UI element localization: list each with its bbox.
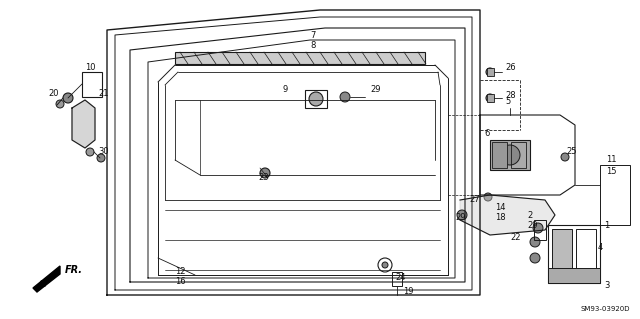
Text: 23: 23: [258, 174, 269, 182]
Circle shape: [530, 237, 540, 247]
Text: 9: 9: [283, 85, 288, 94]
Text: SM93-03920D: SM93-03920D: [580, 306, 630, 312]
Bar: [600, 165, 630, 225]
Circle shape: [260, 168, 270, 178]
Circle shape: [56, 100, 64, 108]
Text: 28: 28: [505, 91, 516, 100]
Text: 29: 29: [456, 213, 466, 222]
Bar: [576, 229, 596, 279]
Text: 7: 7: [310, 31, 316, 40]
Circle shape: [486, 94, 494, 102]
Bar: [511, 142, 526, 168]
Text: 10: 10: [85, 63, 95, 72]
Circle shape: [500, 145, 520, 165]
Circle shape: [63, 93, 73, 103]
Bar: [392, 272, 402, 286]
Text: 18: 18: [495, 213, 506, 222]
Circle shape: [530, 253, 540, 263]
Circle shape: [340, 92, 350, 102]
Circle shape: [309, 92, 323, 106]
Text: 5: 5: [506, 98, 511, 107]
Bar: [492, 142, 507, 168]
Text: 6: 6: [484, 130, 490, 138]
Text: FR.: FR.: [65, 265, 83, 275]
Polygon shape: [33, 266, 60, 292]
Text: 26: 26: [505, 63, 516, 72]
Text: 29: 29: [527, 220, 538, 229]
Circle shape: [86, 148, 94, 156]
Bar: [490, 140, 530, 170]
Text: 14: 14: [495, 203, 506, 211]
Circle shape: [533, 223, 543, 233]
Bar: [552, 229, 572, 279]
Text: 21: 21: [98, 88, 109, 98]
Circle shape: [486, 68, 494, 76]
Bar: [487, 94, 494, 102]
Circle shape: [561, 153, 569, 161]
Text: 19: 19: [403, 287, 413, 296]
Text: 11: 11: [606, 155, 616, 165]
Bar: [548, 225, 600, 283]
Text: 24: 24: [395, 272, 406, 281]
Circle shape: [97, 154, 105, 162]
Text: 29: 29: [370, 85, 381, 94]
Text: 22: 22: [511, 234, 521, 242]
Text: 16: 16: [175, 278, 186, 286]
Polygon shape: [460, 195, 555, 235]
Circle shape: [484, 193, 492, 201]
Text: 2: 2: [527, 211, 532, 220]
Text: 15: 15: [606, 167, 616, 176]
Text: 20: 20: [48, 88, 58, 98]
Text: 30: 30: [98, 147, 109, 157]
Bar: [534, 220, 546, 240]
Text: 8: 8: [310, 41, 316, 50]
Bar: [305, 90, 327, 108]
Bar: [175, 52, 425, 64]
Text: 27: 27: [469, 196, 480, 204]
Bar: [487, 68, 494, 76]
Circle shape: [457, 210, 467, 220]
Text: 1: 1: [604, 220, 609, 229]
Bar: [548, 268, 600, 283]
Text: 12: 12: [175, 268, 186, 277]
Polygon shape: [72, 100, 95, 148]
Bar: [82, 72, 102, 97]
Text: 3: 3: [604, 280, 609, 290]
Text: 25: 25: [566, 146, 577, 155]
Text: 4: 4: [598, 243, 604, 253]
Circle shape: [382, 262, 388, 268]
